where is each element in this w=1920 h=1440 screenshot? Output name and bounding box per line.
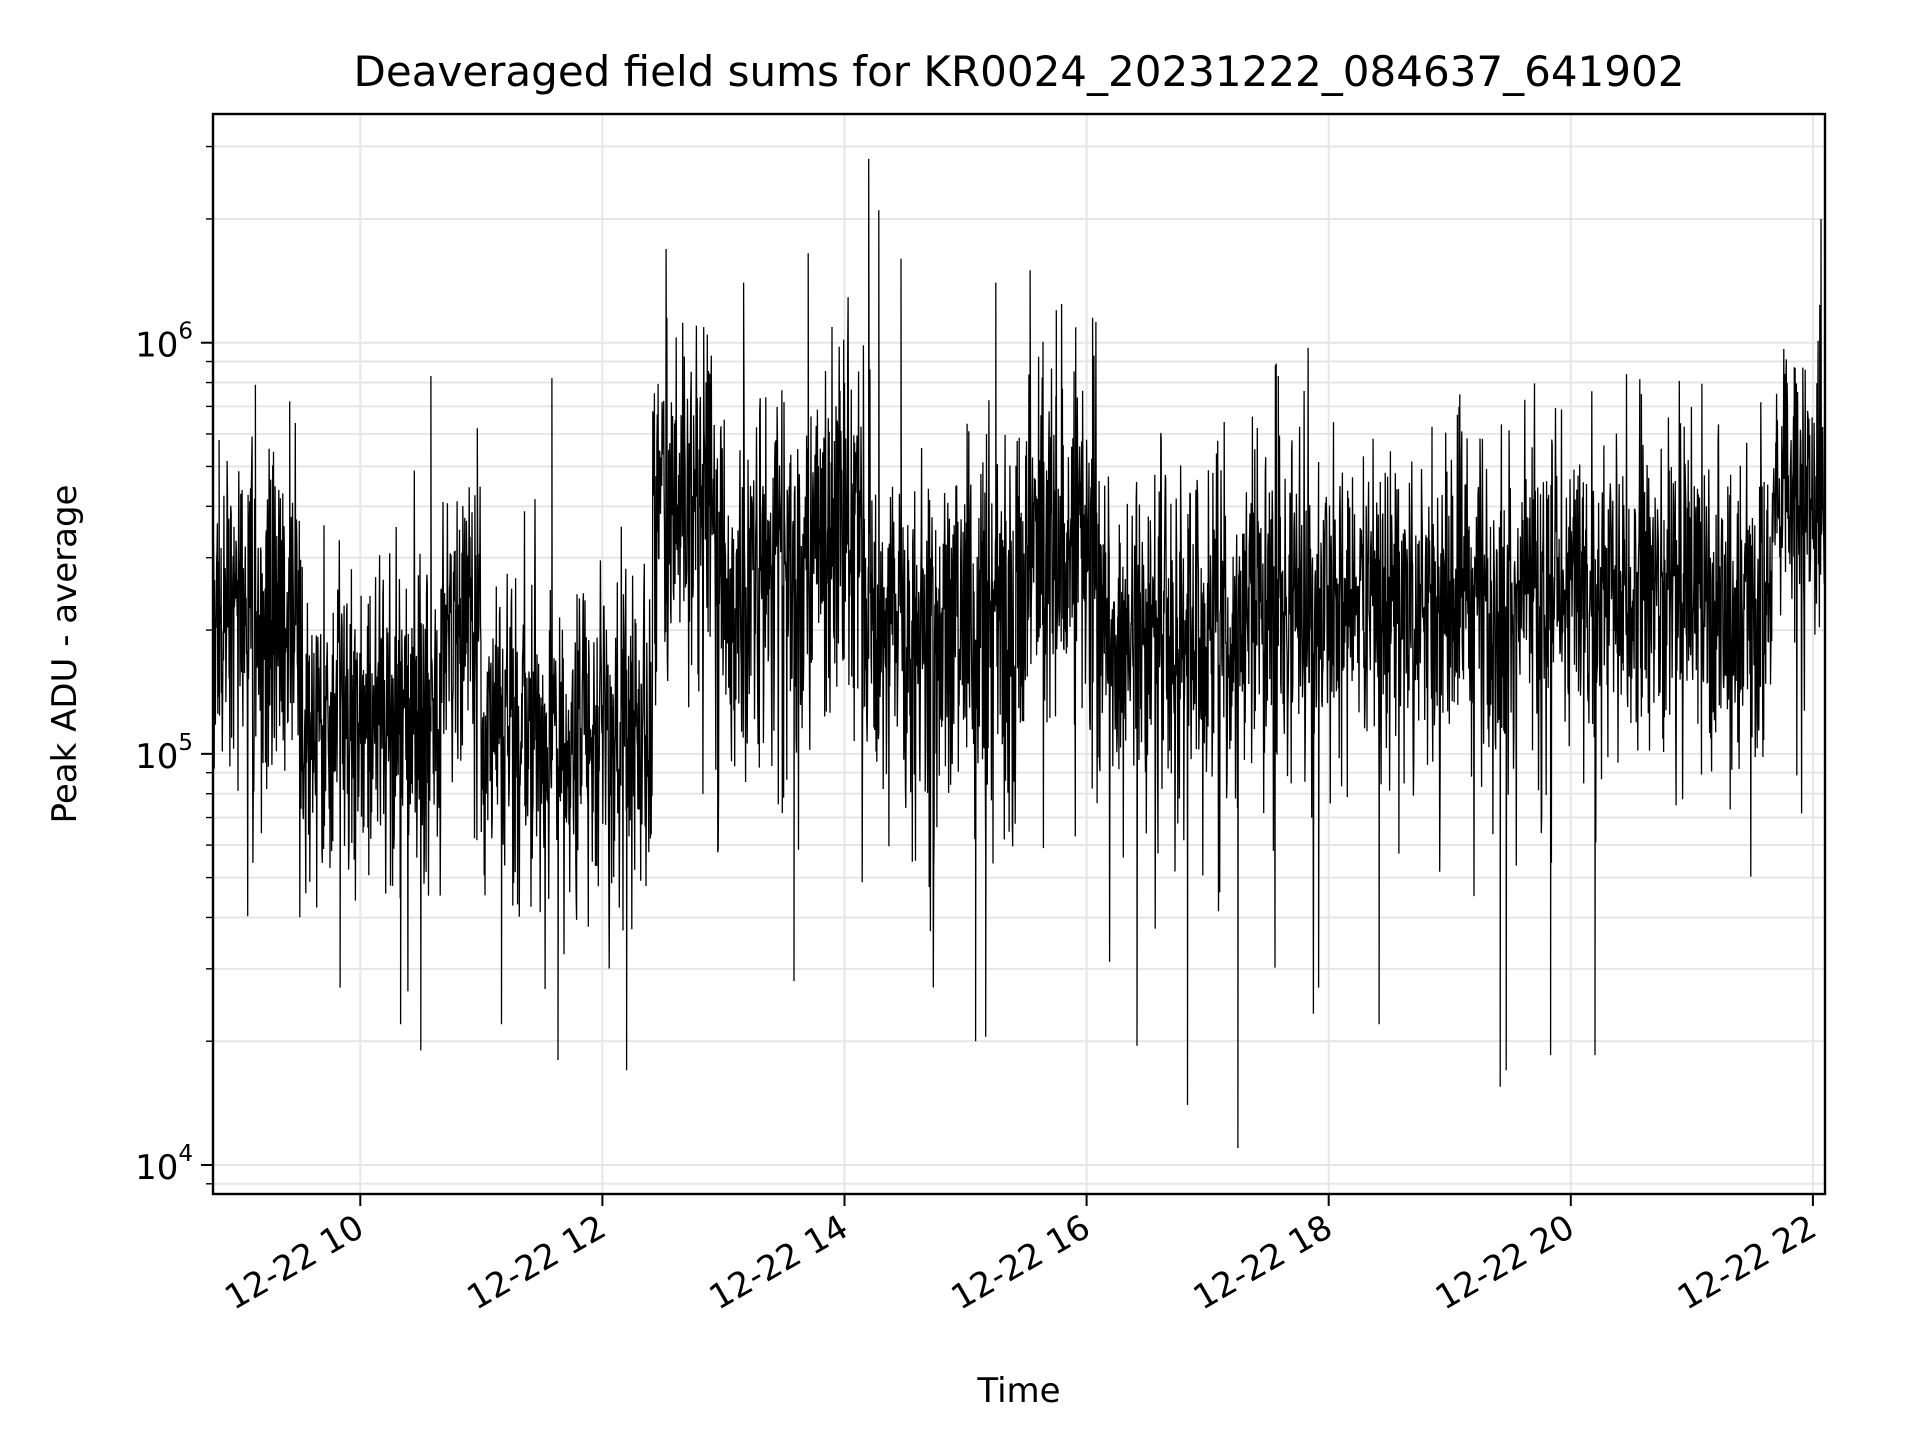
y-tick-label: 105 <box>135 730 193 777</box>
y-tick-base: 10 <box>135 1148 178 1188</box>
y-tick-exponent: 5 <box>178 730 193 756</box>
chart-title: Deaveraged field sums for KR0024_2023122… <box>354 47 1685 96</box>
plot-frame <box>211 112 1827 1196</box>
y-tick-exponent: 4 <box>178 1141 193 1167</box>
y-tick-exponent: 6 <box>178 319 193 345</box>
y-tick-label: 106 <box>135 319 193 366</box>
x-axis-label: Time <box>976 1371 1060 1411</box>
y-axis-label: Peak ADU - average <box>45 485 85 824</box>
y-tick-base: 10 <box>135 737 178 777</box>
y-tick-base: 10 <box>135 326 178 366</box>
series-line <box>212 158 1826 1149</box>
y-tick-label: 104 <box>135 1141 193 1188</box>
series-layer <box>212 158 1826 1149</box>
